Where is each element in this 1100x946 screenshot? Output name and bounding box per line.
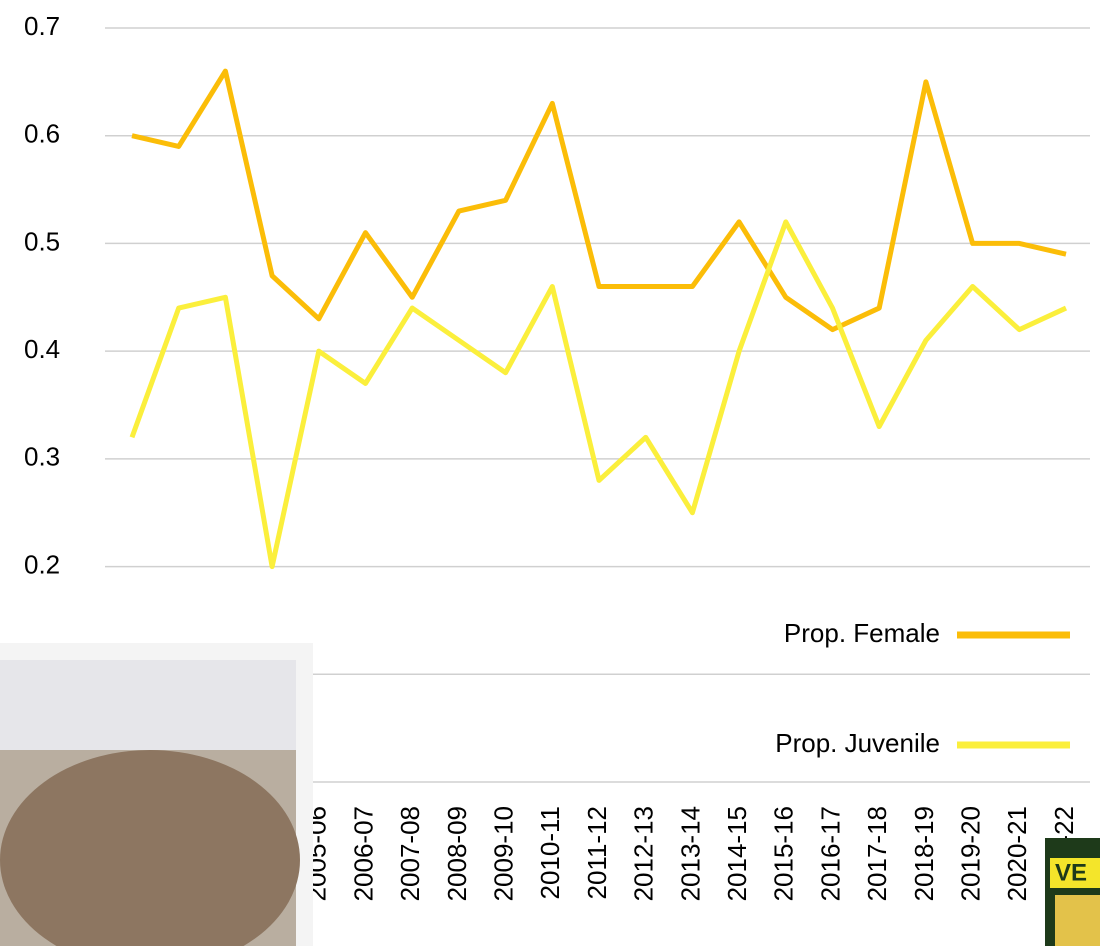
x-tick-label: 2006-07 bbox=[348, 806, 378, 901]
series-line bbox=[131, 68, 1067, 333]
x-tick-label: 2009-10 bbox=[488, 806, 518, 901]
y-tick-label: 0.6 bbox=[24, 119, 60, 149]
x-tick-label: 2011-12 bbox=[582, 806, 612, 900]
x-tick-label: 2010-11 bbox=[535, 806, 565, 900]
y-tick-label: 0.4 bbox=[24, 334, 60, 364]
y-tick-label: 0.3 bbox=[24, 442, 60, 472]
y-tick-label: 0.7 bbox=[24, 11, 60, 41]
logo-emblem bbox=[1055, 895, 1100, 946]
legend-label: Prop. Female bbox=[784, 618, 940, 648]
photo-subject bbox=[0, 750, 300, 946]
overlay: VE bbox=[0, 643, 1100, 946]
y-tick-label: 0.5 bbox=[24, 226, 60, 256]
x-tick-label: 2016-17 bbox=[815, 806, 845, 901]
x-tick-label: 2015-16 bbox=[769, 806, 799, 901]
x-tick-label: 2014-15 bbox=[722, 806, 752, 901]
y-tick-label: 0.2 bbox=[24, 549, 60, 579]
x-tick-label: 2008-09 bbox=[442, 806, 472, 901]
logo-banner bbox=[1050, 858, 1100, 888]
x-tick-label: 2007-08 bbox=[395, 806, 425, 901]
x-tick-label: 2012-13 bbox=[629, 806, 659, 901]
x-tick-label: 2020-21 bbox=[1002, 806, 1032, 901]
legend-label: Prop. Juvenile bbox=[775, 728, 940, 758]
series-line bbox=[129, 219, 1068, 570]
x-tick-label: 2019-20 bbox=[955, 806, 985, 901]
photo-background bbox=[0, 660, 296, 750]
x-tick-label: 2013-14 bbox=[675, 806, 705, 901]
logo-text: VE bbox=[1055, 859, 1087, 886]
x-tick-label: 2017-18 bbox=[862, 806, 892, 901]
x-tick-label: 2018-19 bbox=[909, 806, 939, 901]
